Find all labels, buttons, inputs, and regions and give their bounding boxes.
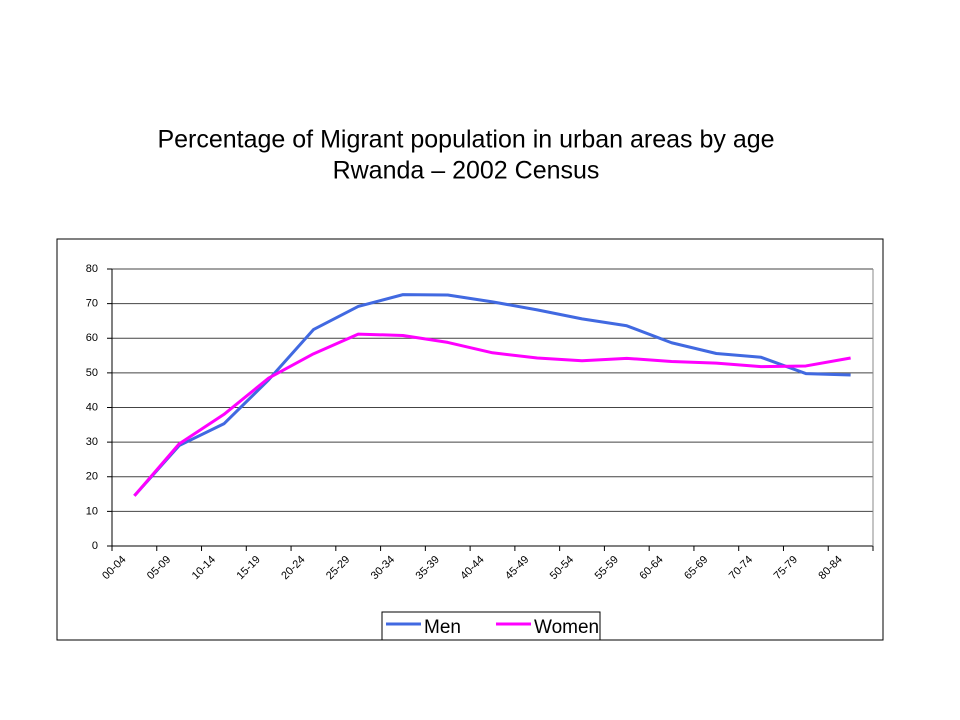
y-tick-label: 70: [86, 298, 98, 310]
x-tick-label: 40-44: [458, 554, 486, 582]
y-tick-label: 20: [86, 471, 98, 483]
x-tick-label: 55-59: [593, 554, 621, 582]
x-tick-label: 60-64: [637, 554, 665, 582]
x-tick-label: 15-19: [234, 554, 262, 582]
legend-label: Men: [424, 617, 461, 638]
y-tick-label: 30: [86, 436, 98, 448]
series-line: [133, 293, 851, 497]
legend-box: [381, 611, 601, 641]
x-tick-label: 05-09: [145, 554, 173, 582]
y-tick-label: 0: [92, 540, 98, 552]
x-tick-label: 30-34: [369, 554, 397, 582]
x-tick-label: 50-54: [548, 554, 576, 582]
x-tick-label: 20-24: [279, 554, 307, 582]
x-tick-label: 35-39: [414, 554, 442, 582]
x-tick-label: 75-79: [772, 554, 800, 582]
chart-subtitle: Rwanda – 2002 Census: [333, 157, 600, 185]
x-tick-label: 00-04: [100, 554, 128, 582]
y-tick-label: 10: [86, 505, 98, 517]
x-tick-label: 80-84: [816, 554, 844, 582]
series-line: [133, 332, 851, 497]
x-tick-label: 70-74: [727, 554, 755, 582]
legend-label: Women: [534, 617, 599, 638]
x-tick-label: 10-14: [190, 554, 218, 582]
y-tick-label: 60: [86, 332, 98, 344]
x-tick-label: 45-49: [503, 554, 531, 582]
x-tick-label: 65-69: [682, 554, 710, 582]
chart-title: Percentage of Migrant population in urba…: [157, 126, 774, 154]
y-tick-label: 50: [86, 367, 98, 379]
y-tick-label: 80: [86, 263, 98, 275]
y-tick-label: 40: [86, 401, 98, 413]
x-tick-label: 25-29: [324, 554, 352, 582]
